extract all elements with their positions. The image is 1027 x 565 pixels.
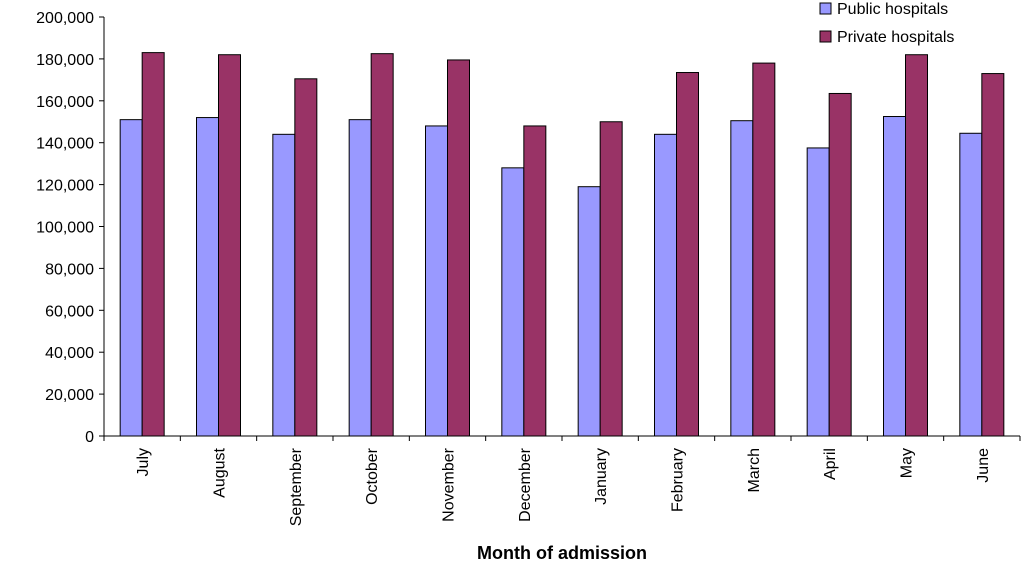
- bar-private-january: [599, 121, 623, 437]
- bar-private-september: [294, 78, 318, 437]
- legend: Public hospitals Private hospitals: [819, 1, 954, 46]
- bar-public-may: [883, 116, 906, 437]
- x-tick-label: March: [746, 448, 763, 492]
- x-tick-label: February: [670, 448, 687, 512]
- legend-label-public: Public hospitals: [837, 1, 948, 18]
- y-tick-label: 40,000: [45, 345, 94, 362]
- bar-public-august: [196, 117, 219, 437]
- bar-public-february: [654, 133, 677, 437]
- bar-private-december: [523, 125, 547, 437]
- x-axis-title: Month of admission: [477, 543, 647, 563]
- bar-private-june: [981, 73, 1005, 437]
- y-axis: 0 20,000 40,000 60,000 80,000 100,000 120,000 1…: [36, 10, 105, 446]
- legend-swatch-private: [819, 30, 832, 43]
- x-tick-label: December: [517, 447, 534, 521]
- y-tick-label: 20,000: [45, 387, 94, 404]
- x-tick-label: January: [593, 448, 610, 505]
- bar-public-april: [806, 147, 830, 437]
- y-tick-label: 160,000: [36, 94, 94, 111]
- y-tick-label: 0: [85, 429, 94, 446]
- y-tick-label: 180,000: [36, 52, 94, 69]
- legend-label-private: Private hospitals: [837, 29, 954, 46]
- x-tick-label: April: [822, 448, 839, 480]
- x-tick-label: October: [364, 447, 381, 505]
- bar-private-july: [141, 52, 165, 437]
- bar-private-april: [828, 92, 852, 437]
- x-tick-label: July: [135, 448, 152, 476]
- y-tick-label: 200,000: [36, 10, 94, 27]
- bar-private-march: [752, 62, 776, 437]
- y-tick-label: 140,000: [36, 136, 94, 153]
- bars: [119, 52, 1005, 437]
- x-tick-label: June: [975, 448, 992, 483]
- bar-private-november: [447, 59, 470, 437]
- x-tick-label: November: [441, 447, 458, 521]
- bar-public-december: [501, 167, 525, 437]
- bar-private-august: [218, 54, 241, 437]
- bar-private-february: [676, 72, 699, 437]
- y-tick-label: 60,000: [45, 303, 94, 320]
- bar-public-march: [730, 120, 754, 437]
- y-tick-label: 120,000: [36, 178, 94, 195]
- bar-private-october: [370, 53, 394, 437]
- y-tick-label: 100,000: [36, 220, 94, 237]
- bar-public-november: [425, 125, 448, 437]
- legend-swatch-public: [819, 2, 832, 15]
- y-tick-label: 80,000: [45, 261, 94, 278]
- x-tick-label: May: [899, 448, 916, 478]
- x-axis: July August September October November Decemb…: [103, 435, 1021, 526]
- x-tick-label: August: [212, 447, 229, 497]
- bar-public-october: [348, 119, 372, 437]
- bar-private-may: [905, 54, 928, 437]
- bar-public-september: [272, 133, 296, 437]
- x-tick-label: September: [288, 447, 305, 526]
- bar-public-june: [959, 132, 983, 437]
- bar-public-july: [119, 119, 143, 437]
- bar-public-january: [577, 186, 601, 437]
